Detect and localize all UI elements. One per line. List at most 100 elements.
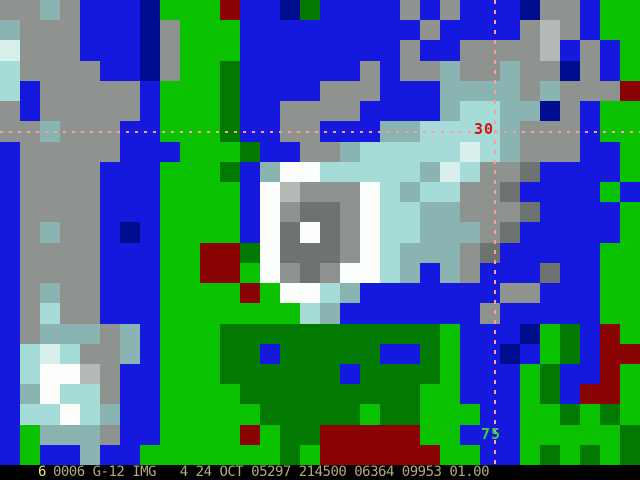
sat-cell [0, 20, 20, 41]
sat-cell [100, 222, 120, 243]
sat-cell [220, 80, 240, 102]
sat-cell [480, 20, 500, 41]
sat-cell [200, 202, 220, 223]
sat-cell [280, 20, 300, 41]
sat-cell [480, 0, 500, 21]
sat-cell [540, 181, 560, 203]
sat-cell [100, 283, 120, 304]
sat-cell [20, 303, 40, 324]
sat-cell [620, 424, 640, 445]
sat-cell [620, 323, 640, 344]
sat-cell [560, 404, 580, 425]
satellite-image[interactable] [0, 0, 640, 466]
sat-cell [40, 0, 60, 21]
sat-cell [20, 384, 40, 405]
sat-cell [540, 283, 560, 304]
sat-cell [240, 384, 260, 405]
sat-cell [400, 202, 420, 223]
sat-cell [200, 80, 220, 102]
sat-cell [120, 141, 140, 162]
sat-cell [100, 363, 120, 385]
sat-cell [200, 384, 220, 405]
sat-cell [320, 363, 340, 385]
sat-cell [20, 424, 40, 445]
sat-cell [320, 384, 340, 405]
sat-cell [100, 20, 120, 41]
sat-cell [540, 101, 560, 122]
sat-cell [360, 20, 380, 41]
sat-cell [560, 384, 580, 405]
sat-cell [260, 323, 280, 344]
sat-cell [40, 202, 60, 223]
sat-cell [100, 242, 120, 263]
sat-cell [280, 0, 300, 21]
sat-cell [420, 222, 440, 243]
sat-cell [380, 363, 400, 385]
sat-cell [300, 202, 320, 223]
sat-cell [600, 202, 620, 223]
sat-cell [60, 80, 80, 102]
sat-cell [60, 363, 80, 385]
sat-cell [500, 181, 520, 203]
sat-cell [0, 161, 20, 182]
sat-row [0, 60, 640, 81]
sat-cell [300, 343, 320, 364]
sat-cell [200, 262, 220, 284]
sat-cell [120, 80, 140, 102]
sat-cell [360, 222, 380, 243]
sat-row [0, 80, 640, 102]
sat-cell [560, 202, 580, 223]
sat-cell [180, 363, 200, 385]
sat-cell [140, 161, 160, 182]
sat-cell [380, 343, 400, 364]
sat-cell [440, 363, 460, 385]
sat-cell [520, 0, 540, 21]
sat-row [0, 101, 640, 122]
sat-row [0, 202, 640, 223]
sat-cell [600, 121, 620, 142]
sat-cell [540, 424, 560, 445]
sat-cell [120, 283, 140, 304]
sat-cell [260, 262, 280, 284]
sat-cell [100, 80, 120, 102]
sat-cell [80, 161, 100, 182]
sat-cell [580, 404, 600, 425]
sat-cell [520, 222, 540, 243]
sat-cell [140, 181, 160, 203]
sat-cell [620, 60, 640, 81]
sat-row [0, 141, 640, 162]
sat-cell [280, 80, 300, 102]
sat-cell [80, 384, 100, 405]
sat-cell [500, 0, 520, 21]
sat-cell [160, 60, 180, 81]
sat-cell [40, 283, 60, 304]
sat-cell [520, 101, 540, 122]
sat-cell [340, 141, 360, 162]
sat-cell [120, 20, 140, 41]
sat-cell [140, 0, 160, 21]
sat-cell [340, 202, 360, 223]
sat-cell [0, 303, 20, 324]
sat-cell [240, 80, 260, 102]
sat-cell [60, 283, 80, 304]
sat-cell [380, 202, 400, 223]
sat-cell [160, 323, 180, 344]
sat-cell [100, 444, 120, 466]
sat-cell [160, 424, 180, 445]
sat-cell [220, 141, 240, 162]
sat-cell [220, 424, 240, 445]
sat-cell [180, 101, 200, 122]
sat-row [0, 262, 640, 284]
sat-cell [580, 141, 600, 162]
sat-cell [180, 141, 200, 162]
sat-cell [360, 60, 380, 81]
sat-cell [280, 363, 300, 385]
sat-cell [580, 121, 600, 142]
sat-cell [360, 323, 380, 344]
sat-cell [420, 343, 440, 364]
sat-cell [340, 283, 360, 304]
sat-cell [40, 40, 60, 61]
sat-cell [0, 60, 20, 81]
sat-cell [220, 303, 240, 324]
sat-row [0, 40, 640, 61]
